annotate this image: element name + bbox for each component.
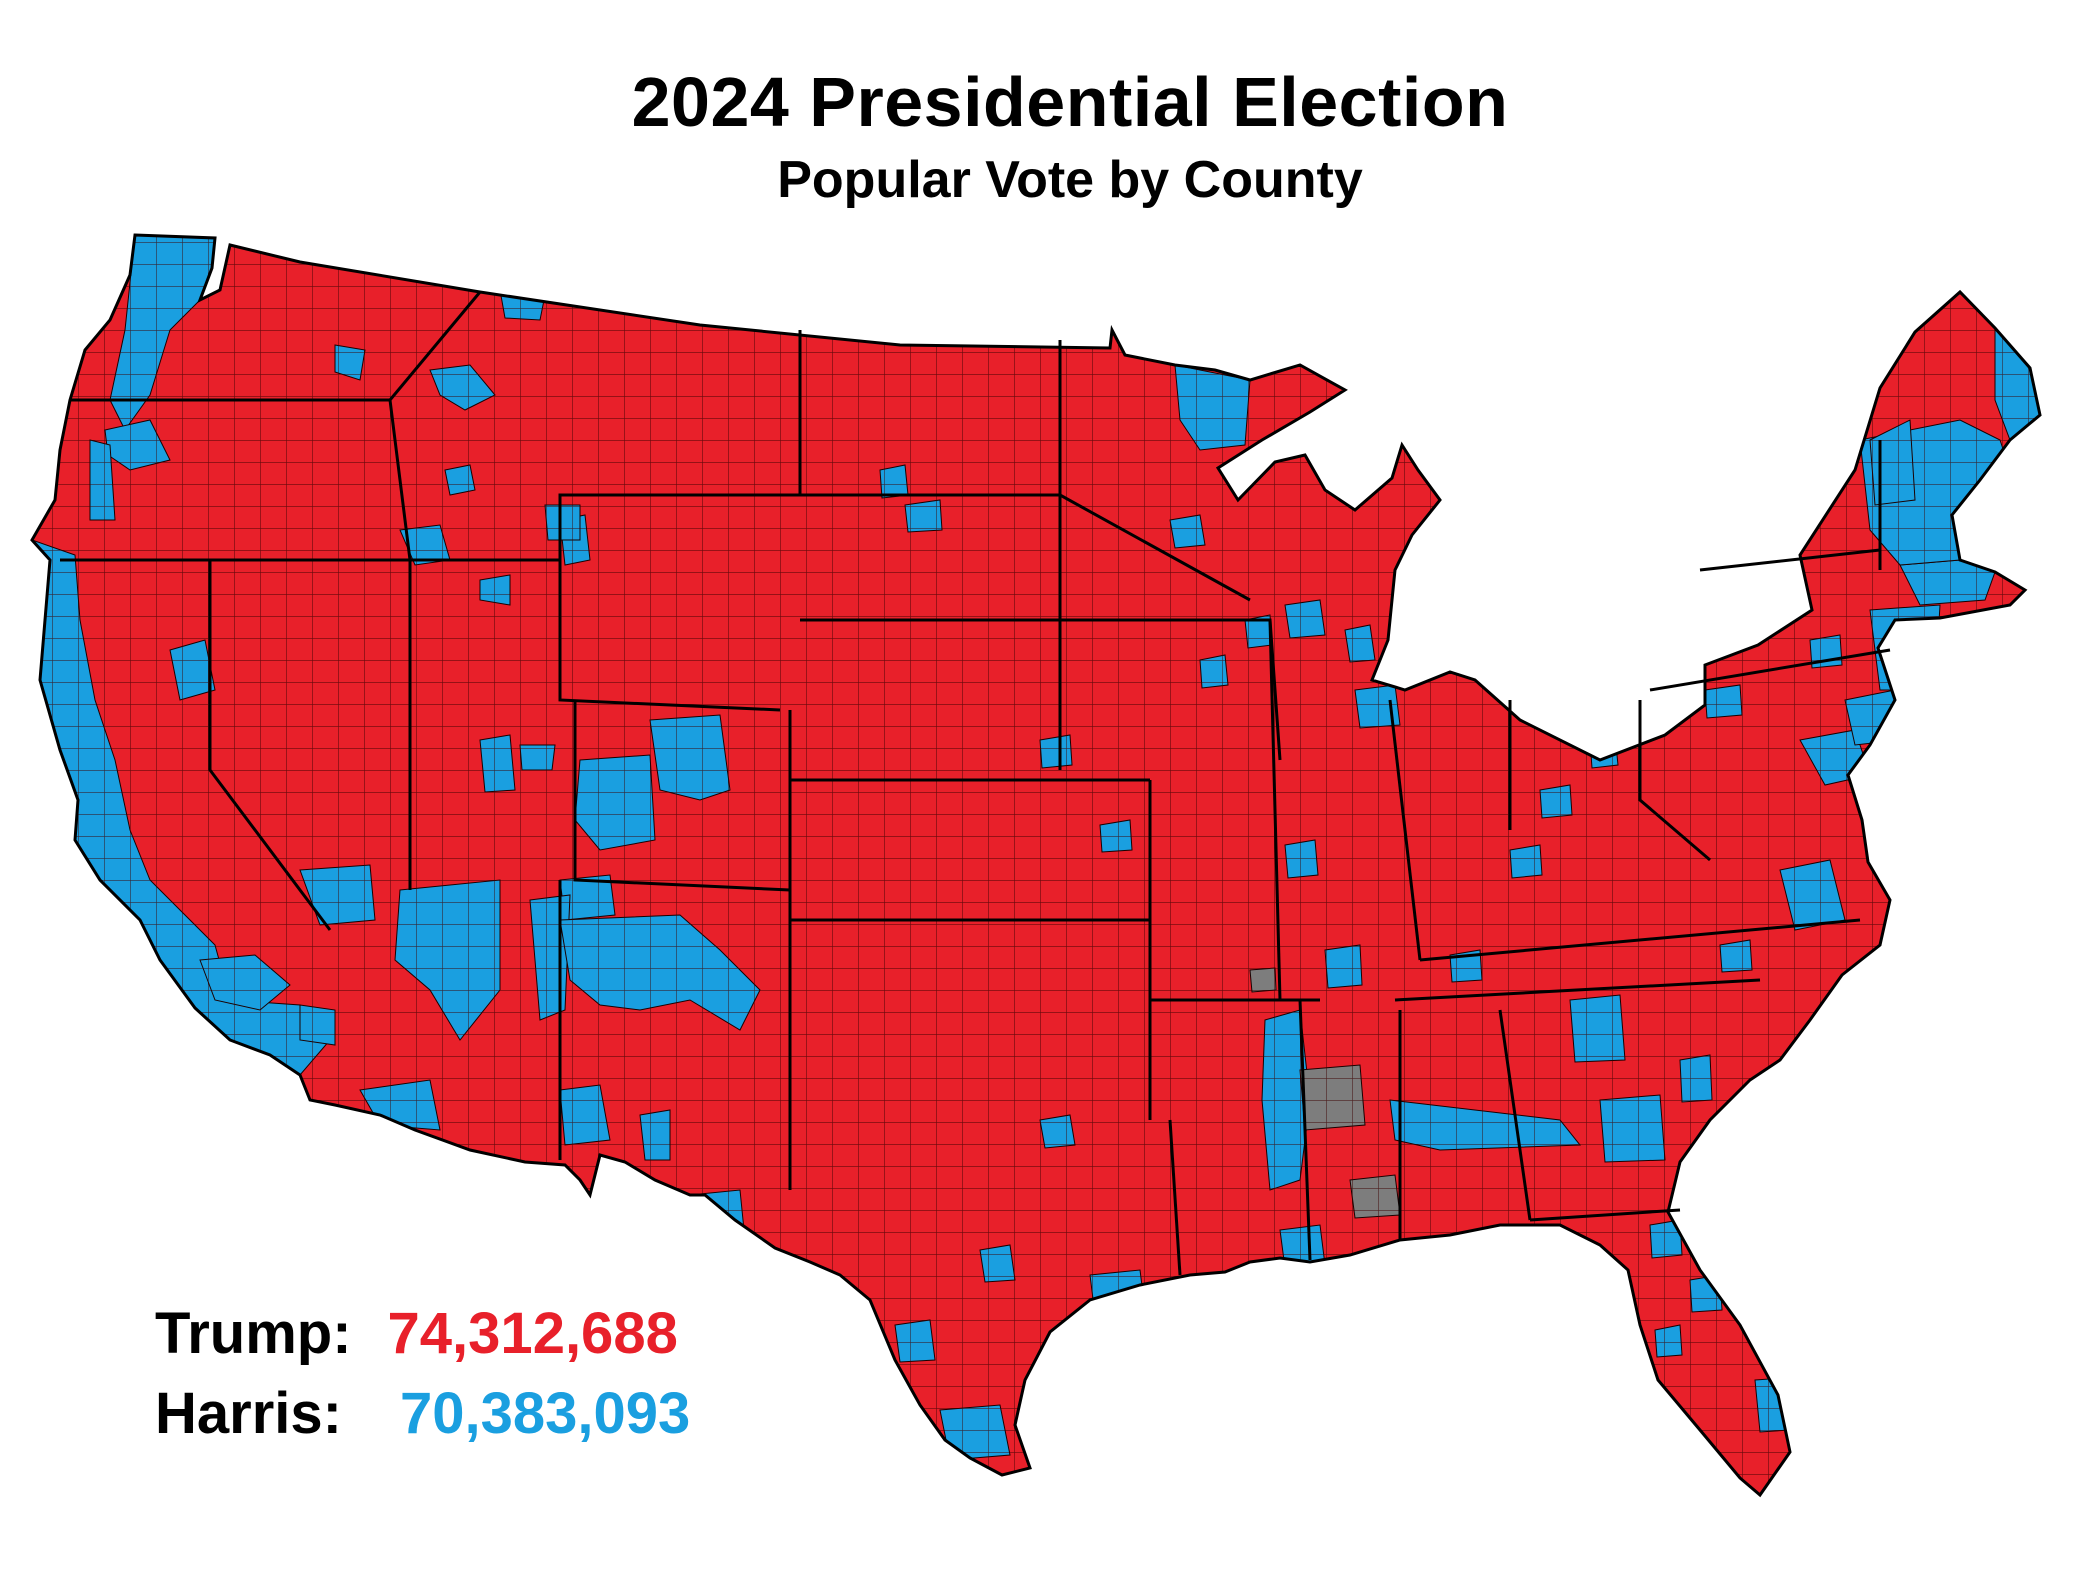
state-border-il: [1268, 619, 1282, 1001]
state-border-wv: [1638, 700, 1711, 862]
state-border-ms-river: [1298, 999, 1312, 1261]
state-border-tx-la: [1168, 1119, 1182, 1276]
harris-county-mi-3: [1479, 619, 1511, 653]
state-border-in: [1388, 699, 1422, 961]
state-border-tn-south: [1394, 978, 1761, 1002]
state-borders: [60, 291, 1891, 1276]
us-outline: [30, 233, 2042, 1498]
state-border-pa: [1649, 648, 1891, 692]
state-border-ut-co: [573, 700, 791, 892]
state-border-ny: [1699, 548, 1881, 572]
legend-trump: Trump: 74,312,688: [155, 1300, 678, 1367]
legend-trump-label: Trump:: [155, 1301, 352, 1366]
legend-harris-label: Harris:: [155, 1381, 342, 1446]
state-border-tn-ky: [1419, 918, 1861, 962]
state-border-al-ga: [1498, 1009, 1532, 1221]
state-border-id-wy: [410, 558, 781, 712]
legend-harris-value: 70,383,093: [399, 1381, 691, 1446]
harris-county-mi-2: [1429, 604, 1461, 639]
state-border-ca-nv: [208, 560, 332, 931]
state-border-mn: [1058, 340, 1251, 602]
state-border-fl: [1529, 1208, 1681, 1222]
legend-trump-value: 74,312,688: [387, 1301, 678, 1366]
state-border-mt-wy: [558, 330, 802, 560]
harris-county-detroit: [1524, 644, 1561, 699]
map-subtitle: Popular Vote by County: [777, 151, 1363, 209]
map-title: 2024 Presidential Election: [631, 63, 1509, 141]
legend-harris: Harris: 70,383,093: [155, 1380, 690, 1447]
